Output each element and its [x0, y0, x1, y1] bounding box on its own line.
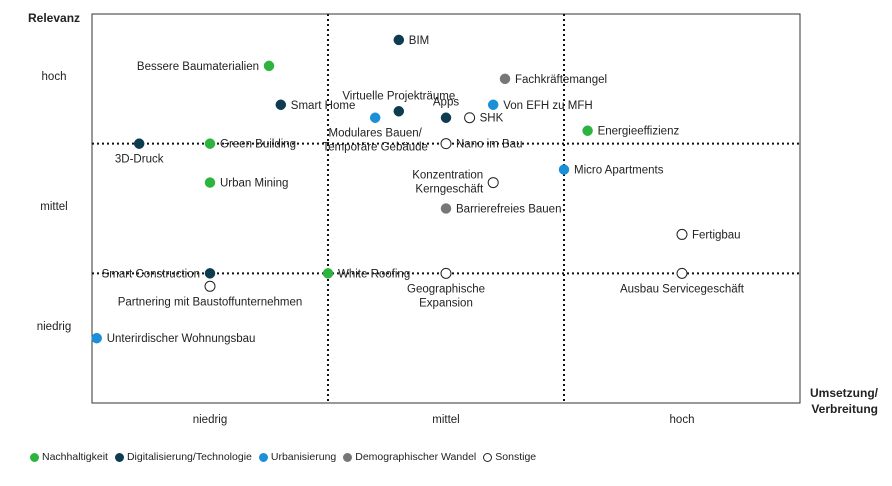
point-19 [204, 268, 216, 279]
point-label-9: SHK [480, 113, 504, 125]
legend-label-urban: Urbanisierung [270, 451, 337, 463]
point-label-13: Nano im Bau [456, 139, 522, 151]
point-label-15: Micro Apartments [574, 165, 664, 177]
point-label-10: Energieeffizienz [598, 126, 680, 138]
point-2 [263, 60, 275, 72]
x-tick-label-1: niedrig [193, 414, 228, 426]
point-7 [440, 112, 452, 123]
y-tick-label-2: mittel [40, 201, 67, 213]
point-17 [440, 203, 452, 214]
y-axis-title: Relevanz [28, 11, 80, 25]
point-12 [204, 138, 216, 149]
x-tick-label-3: hoch [670, 414, 695, 426]
point-label-24: Unterirdischer Wohnungsbau [107, 333, 256, 345]
point-10 [582, 125, 593, 136]
point-14 [204, 177, 216, 188]
point-24 [91, 332, 102, 344]
point-label-1: BIM [409, 35, 429, 47]
point-label-5: Smart Home [291, 100, 356, 112]
plot-frame [91, 13, 801, 404]
y-tick-label-3: niedrig [37, 321, 72, 333]
point-label-4: Virtuelle Projekträume [342, 90, 455, 102]
point-label-16-2: Kerngeschäft [415, 184, 484, 196]
point-16 [487, 177, 499, 189]
point-label-18: Fertigbau [692, 229, 741, 241]
point-label-3: Fachkräftemangel [515, 74, 607, 86]
legend-item-digital: Digitalisierung/Technologie [114, 451, 252, 463]
legend-item-sonstige: Sonstige [483, 451, 536, 463]
legend-label-demo: Demographischer Wandel [355, 451, 477, 463]
point-label-17: Barrierefreies Bauen [456, 204, 561, 216]
legend-marker-nachhaltigkeit [30, 452, 39, 462]
y-tick-label-1: hoch [42, 71, 67, 83]
legend-label-digital: Digitalisierung/Technologie [126, 451, 252, 463]
legend-item-nachhaltigkeit: Nachhaltigkeit [30, 451, 108, 463]
point-label-7: Apps [433, 97, 459, 109]
point-label-19: Smart Construction [102, 268, 200, 280]
point-label-22: Ausbau Servicegeschäft [620, 283, 745, 295]
point-label-23: Partnering mit Baustoffunternehmen [118, 296, 303, 308]
legend-marker-demo [343, 452, 353, 462]
point-23 [204, 280, 216, 292]
point-21 [440, 267, 452, 279]
legend-item-urban: Urbanisierung [258, 451, 337, 463]
x-tick-label-2: mittel [432, 414, 459, 426]
x-axis-title-line-2: Verbreitung [811, 402, 878, 416]
point-6 [369, 112, 381, 123]
point-label-2: Bessere Baumaterialien [137, 61, 259, 73]
point-8 [487, 99, 499, 111]
point-label-14: Urban Mining [220, 178, 288, 190]
point-label-8: Von EFH zu MFH [503, 100, 592, 112]
legend-label-nachhaltigkeit: Nachhaltigkeit [42, 451, 108, 463]
point-20 [322, 268, 334, 279]
point-11 [133, 138, 145, 149]
point-label-21-2: Expansion [419, 297, 473, 309]
x-axis-title-line-1: Umsetzung/ [810, 386, 879, 400]
legend-marker-digital [114, 452, 124, 462]
point-15 [558, 164, 570, 175]
point-label-11: 3D-Druck [115, 154, 164, 166]
point-4 [393, 106, 405, 117]
point-label-21-1: Geographische [407, 283, 485, 295]
point-label-12: Green Building [220, 139, 296, 151]
point-5 [275, 99, 287, 111]
point-22 [676, 267, 688, 279]
point-label-6-2: Temporäre Gebäude [322, 142, 427, 154]
point-label-20: White Roofing [338, 268, 410, 280]
legend-marker-urban [258, 452, 268, 462]
legend-item-demo: Demographischer Wandel [343, 451, 476, 463]
point-9 [464, 112, 476, 124]
point-13 [440, 138, 452, 150]
legend: Nachhaltigkeit Digitalisierung/Technologi… [30, 451, 543, 463]
point-3 [499, 73, 511, 85]
point-label-6-1: Modulares Bauen/ [329, 128, 423, 140]
legend-marker-sonstige [483, 452, 493, 462]
point-label-16-1: Konzentration [412, 170, 483, 182]
legend-label-sonstige: Sonstige [495, 451, 537, 463]
point-1 [393, 34, 405, 46]
point-18 [676, 228, 688, 240]
